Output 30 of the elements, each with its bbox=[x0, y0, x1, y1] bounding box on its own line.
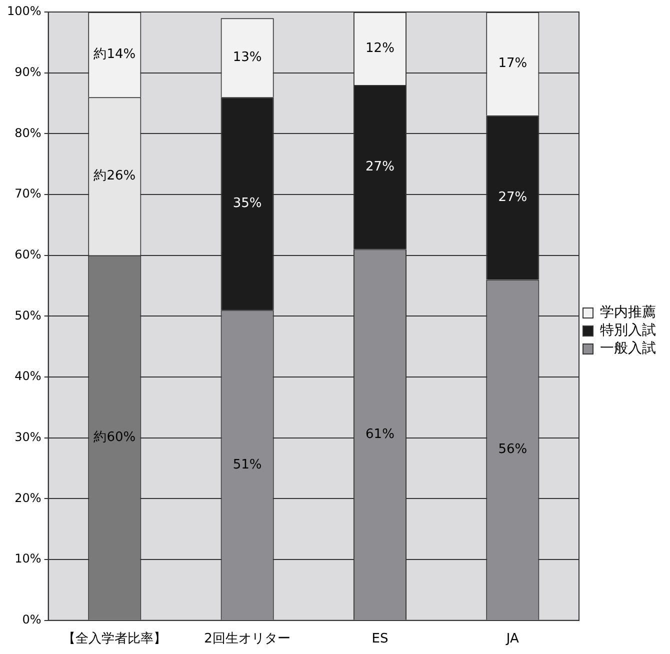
legend-label: 学内推薦 bbox=[600, 304, 656, 321]
x-tick-label: ES bbox=[372, 632, 388, 647]
data-label: 12% bbox=[366, 40, 394, 56]
x-tick-label: JA bbox=[505, 632, 520, 647]
data-label: 約26% bbox=[94, 168, 136, 184]
y-tick-label: 40% bbox=[14, 369, 42, 384]
legend-label: 特別入試 bbox=[600, 322, 656, 339]
y-tick-label: 20% bbox=[14, 490, 42, 505]
data-label: 27% bbox=[498, 190, 528, 205]
data-label: 約14% bbox=[94, 46, 136, 62]
data-label: 61% bbox=[366, 426, 394, 442]
x-tick-label: 2回生オリター bbox=[204, 632, 290, 647]
data-label: 17% bbox=[498, 56, 528, 72]
y-tick-label: 90% bbox=[14, 64, 42, 79]
data-label: 13% bbox=[232, 50, 262, 66]
y-tick-label: 80% bbox=[14, 126, 42, 140]
y-tick-label: 0% bbox=[22, 612, 42, 627]
y-tick-label: 70% bbox=[14, 186, 42, 201]
legend-label: 一般入試 bbox=[600, 340, 656, 357]
data-label: 27% bbox=[366, 160, 394, 175]
y-tick-label: 50% bbox=[14, 308, 42, 322]
y-tick-label: 100% bbox=[6, 4, 42, 18]
data-label: 56% bbox=[498, 442, 528, 458]
data-label: 35% bbox=[232, 196, 262, 212]
data-label: 51% bbox=[232, 457, 262, 472]
y-tick-label: 10% bbox=[14, 552, 42, 566]
y-tick-label: 30% bbox=[14, 430, 42, 444]
data-label: 約60% bbox=[94, 430, 136, 446]
x-tick-label: 【全入学者比率】 bbox=[62, 630, 167, 647]
y-tick-label: 60% bbox=[14, 247, 42, 262]
